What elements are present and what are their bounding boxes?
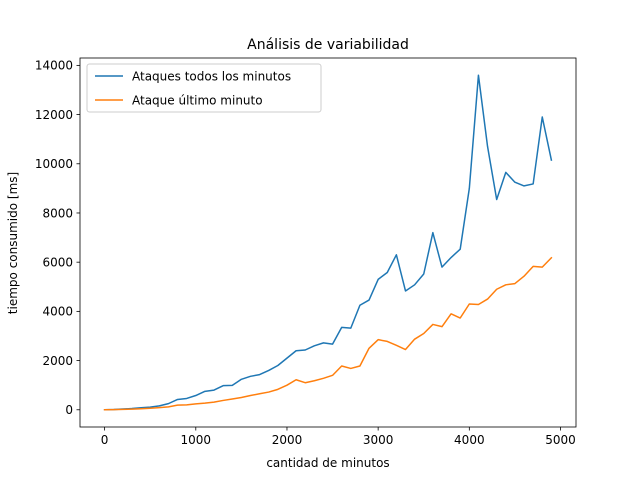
y-axis-label: tiempo consumido [ms]	[6, 172, 20, 314]
chart-title: Análisis de variabilidad	[247, 37, 409, 53]
legend-label-2: Ataque último minuto	[132, 94, 263, 108]
y-tick-label: 4000	[42, 305, 73, 319]
x-tick-label: 5000	[545, 433, 576, 447]
y-tick-label: 12000	[35, 108, 73, 122]
y-tick-label: 0	[65, 403, 73, 417]
x-tick-label: 0	[101, 433, 109, 447]
y-tick-label: 8000	[42, 206, 73, 220]
x-axis-label: cantidad de minutos	[266, 456, 389, 470]
legend: Ataques todos los minutos Ataque último m…	[87, 64, 321, 112]
x-tick-label: 1000	[181, 433, 212, 447]
x-tick-label: 4000	[454, 433, 485, 447]
y-tick-label: 10000	[35, 157, 73, 171]
y-tick-label: 14000	[35, 59, 73, 73]
x-tick-label: 2000	[272, 433, 303, 447]
x-tick-label: 3000	[363, 433, 394, 447]
y-tick-label: 2000	[42, 354, 73, 368]
legend-label-1: Ataques todos los minutos	[132, 70, 291, 84]
y-tick-label: 6000	[42, 255, 73, 269]
